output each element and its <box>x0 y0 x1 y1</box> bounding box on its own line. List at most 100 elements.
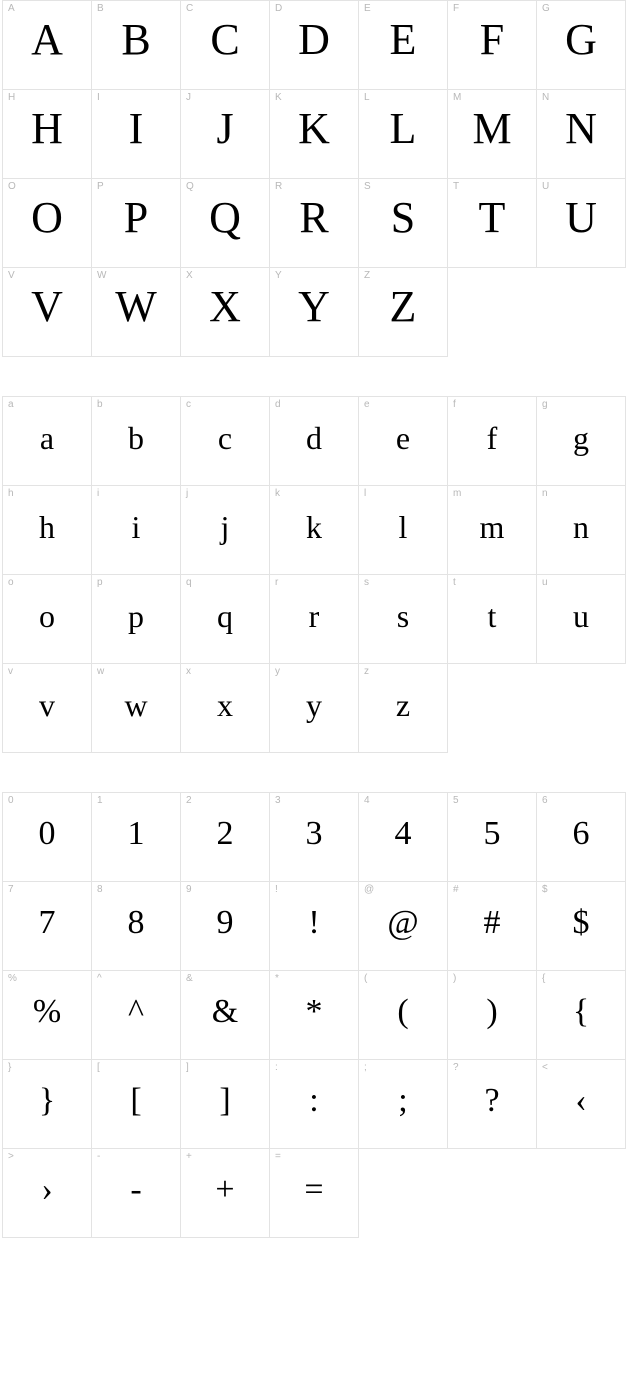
glyph-label: 3 <box>275 796 281 806</box>
glyph-cell: KK <box>269 89 359 179</box>
glyph-cell: 99 <box>180 881 270 971</box>
glyph-display: ) <box>486 995 497 1029</box>
glyph-label: & <box>186 974 193 984</box>
glyph-display: E <box>390 18 417 62</box>
glyph-label: ( <box>364 974 367 984</box>
glyph-cell: ii <box>91 485 181 575</box>
glyph-label: { <box>542 974 545 984</box>
glyph-cell: ww <box>91 663 181 753</box>
glyph-label: w <box>97 667 104 677</box>
glyph-cell: II <box>91 89 181 179</box>
glyph-display: A <box>31 18 63 62</box>
glyph-display: b <box>128 422 144 454</box>
glyph-cell: yy <box>269 663 359 753</box>
glyph-label: y <box>275 667 280 677</box>
glyph-section-uppercase: AABBCCDDEEFFGGHHIIJJKKLLMMNNOOPPQQRRSSTT… <box>2 0 638 356</box>
glyph-display: s <box>397 600 409 632</box>
glyph-label: j <box>186 489 188 499</box>
glyph-display: t <box>488 600 497 632</box>
glyph-cell: vv <box>2 663 92 753</box>
glyph-cell: PP <box>91 178 181 268</box>
glyph-cell: {{ <box>536 970 626 1060</box>
glyph-label: + <box>186 1152 192 1162</box>
glyph-cell: WW <box>91 267 181 357</box>
glyph-cell: VV <box>2 267 92 357</box>
glyph-display: n <box>573 511 589 543</box>
glyph-cell: hh <box>2 485 92 575</box>
glyph-cell: 55 <box>447 792 537 882</box>
glyph-cell: CC <box>180 0 270 90</box>
glyph-cell: GG <box>536 0 626 90</box>
glyph-display: d <box>306 422 322 454</box>
glyph-cell: ;; <box>358 1059 448 1149</box>
glyph-cell: qq <box>180 574 270 664</box>
glyph-display: I <box>129 107 144 151</box>
glyph-display: : <box>309 1084 318 1118</box>
glyph-display: P <box>124 196 148 240</box>
glyph-label: V <box>8 271 15 281</box>
glyph-label: ] <box>186 1063 189 1073</box>
glyph-label: G <box>542 4 550 14</box>
glyph-display: u <box>573 600 589 632</box>
glyph-display: @ <box>387 906 418 940</box>
glyph-display: e <box>396 422 410 454</box>
glyph-cell: 00 <box>2 792 92 882</box>
glyph-label: K <box>275 93 282 103</box>
glyph-label: 7 <box>8 885 14 895</box>
glyph-label: B <box>97 4 104 14</box>
glyph-cell: zz <box>358 663 448 753</box>
glyph-label: Q <box>186 182 194 192</box>
glyph-label: v <box>8 667 13 677</box>
glyph-display: = <box>304 1173 323 1207</box>
glyph-label: W <box>97 271 106 281</box>
glyph-display: - <box>130 1173 141 1207</box>
glyph-label: 5 <box>453 796 459 806</box>
glyph-label: = <box>275 1152 281 1162</box>
glyph-label: ) <box>453 974 456 984</box>
glyph-label: @ <box>364 885 374 895</box>
glyph-display: Z <box>390 285 417 329</box>
glyph-label: s <box>364 578 369 588</box>
glyph-label: U <box>542 182 549 192</box>
glyph-cell: tt <box>447 574 537 664</box>
glyph-cell: HH <box>2 89 92 179</box>
glyph-label: ^ <box>97 974 102 984</box>
glyph-label: x <box>186 667 191 677</box>
glyph-label: h <box>8 489 14 499</box>
glyph-display: 9 <box>217 906 234 940</box>
glyph-cell: EE <box>358 0 448 90</box>
glyph-label: r <box>275 578 278 588</box>
glyph-label: } <box>8 1063 11 1073</box>
glyph-cell: YY <box>269 267 359 357</box>
glyph-display: S <box>391 196 415 240</box>
glyph-label: S <box>364 182 371 192</box>
glyph-cell: && <box>180 970 270 1060</box>
glyph-label: R <box>275 182 282 192</box>
glyph-display: O <box>31 196 63 240</box>
glyph-display: 7 <box>39 906 56 940</box>
glyph-label: 8 <box>97 885 103 895</box>
glyph-display: T <box>479 196 506 240</box>
glyph-display: k <box>306 511 322 543</box>
glyph-display: x <box>217 689 233 721</box>
glyph-cell: ++ <box>180 1148 270 1238</box>
glyph-display: ‹ <box>575 1084 586 1118</box>
glyph-label: ; <box>364 1063 367 1073</box>
glyph-cell: aa <box>2 396 92 486</box>
glyph-display: U <box>565 196 597 240</box>
glyph-cell: oo <box>2 574 92 664</box>
glyph-cell: gg <box>536 396 626 486</box>
glyph-cell: NN <box>536 89 626 179</box>
glyph-display: Y <box>298 285 330 329</box>
glyph-cell: JJ <box>180 89 270 179</box>
glyph-cell: rr <box>269 574 359 664</box>
glyph-display: ( <box>397 995 408 1029</box>
glyph-cell: $$ <box>536 881 626 971</box>
glyph-label: 6 <box>542 796 548 806</box>
glyph-display: 6 <box>573 817 590 851</box>
glyph-display: p <box>128 600 144 632</box>
glyph-display: ! <box>308 906 319 940</box>
glyph-display: * <box>306 995 323 1029</box>
glyph-display: q <box>217 600 233 632</box>
glyph-display: G <box>565 18 597 62</box>
